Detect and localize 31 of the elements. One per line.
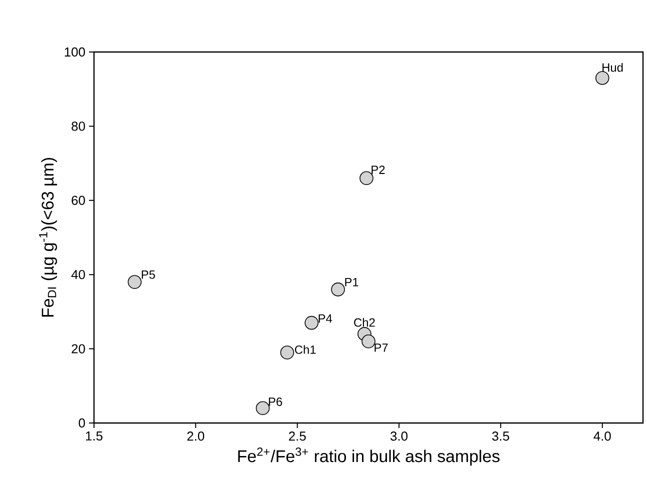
y-tick-label: 0 bbox=[78, 418, 85, 428]
point bbox=[280, 346, 294, 360]
y-axis-title: Fe$_{DI}$ (µg g$^{-1}$)(<63 µm) bbox=[39, 158, 58, 317]
point bbox=[362, 334, 376, 348]
x-tick-label: 1.5 bbox=[86, 432, 102, 441]
y-tick-label: 80 bbox=[72, 122, 85, 131]
point bbox=[331, 282, 345, 296]
x-tick-label: 2.5 bbox=[288, 432, 306, 441]
x-tick-label: 4.0 bbox=[594, 432, 611, 441]
y-tick-label: 40 bbox=[71, 270, 85, 280]
point bbox=[304, 316, 318, 330]
annotation: P1 bbox=[345, 278, 358, 286]
annotation: Hud bbox=[602, 62, 623, 72]
y-tick-label: 60 bbox=[72, 196, 85, 205]
y-tick-label: 20 bbox=[72, 344, 85, 354]
point bbox=[128, 275, 142, 289]
annotation: Ch2 bbox=[354, 318, 375, 327]
point bbox=[256, 401, 270, 416]
annotation: P4 bbox=[318, 314, 332, 323]
x-axis-title: Fe$^{2+}$/Fe$^{3+}$ ratio in bulk ash samples bbox=[238, 448, 500, 466]
annotation: P5 bbox=[142, 270, 155, 279]
point bbox=[595, 71, 610, 85]
x-tick-label: 3.0 bbox=[390, 432, 408, 441]
annotation: P2 bbox=[372, 166, 385, 174]
y-tick-label: 100 bbox=[64, 47, 85, 57]
point bbox=[360, 171, 374, 186]
x-tick-label: 2.0 bbox=[187, 432, 204, 441]
annotation: P6 bbox=[268, 398, 282, 406]
x-tick-label: 3.5 bbox=[492, 432, 510, 441]
annotation: Ch1 bbox=[294, 345, 316, 354]
annotation: P7 bbox=[374, 344, 388, 352]
